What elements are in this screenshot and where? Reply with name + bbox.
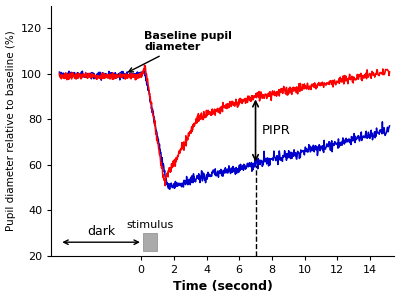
- X-axis label: Time (second): Time (second): [173, 280, 273, 293]
- Text: stimulus: stimulus: [126, 220, 174, 230]
- Text: Baseline pupil
diameter: Baseline pupil diameter: [129, 30, 232, 72]
- Text: dark: dark: [87, 225, 115, 238]
- Bar: [143, 233, 158, 251]
- Text: PIPR: PIPR: [261, 124, 290, 137]
- Y-axis label: Pupil diameter relative to baseline (%): Pupil diameter relative to baseline (%): [6, 30, 16, 231]
